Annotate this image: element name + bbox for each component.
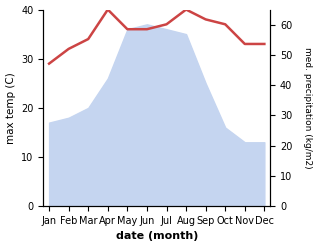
X-axis label: date (month): date (month) <box>115 231 198 242</box>
Y-axis label: max temp (C): max temp (C) <box>5 72 16 144</box>
Y-axis label: med. precipitation (kg/m2): med. precipitation (kg/m2) <box>303 47 313 169</box>
